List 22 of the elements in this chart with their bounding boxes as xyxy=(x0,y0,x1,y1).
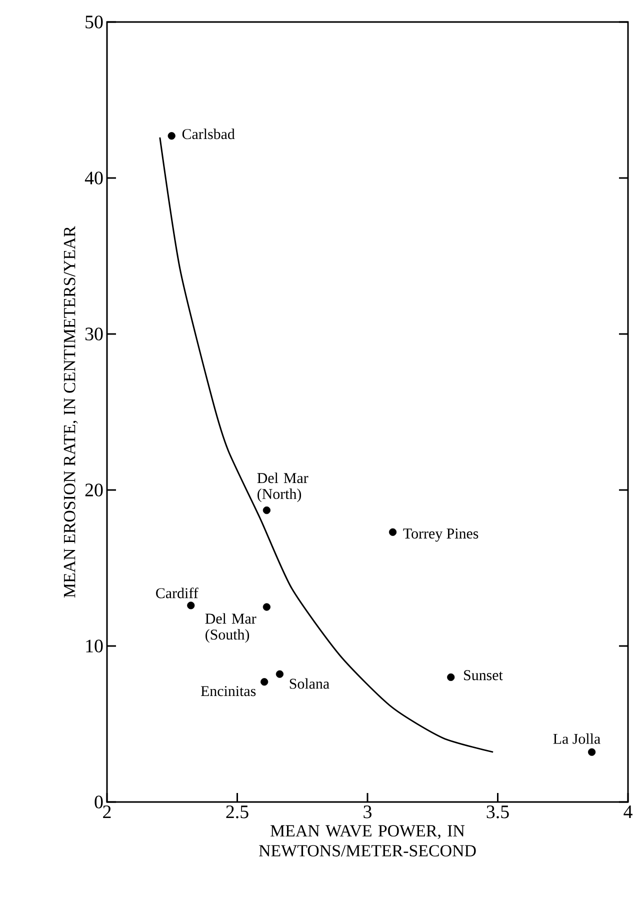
annotation: Carlsbad xyxy=(182,128,235,140)
y-tick-label: 50 xyxy=(86,16,103,28)
x-tick-label: 2.5 xyxy=(226,806,248,818)
x-tick-label: 3.5 xyxy=(486,806,509,818)
x-axis-title: MEAN WAVE POWER, IN NEWTONS/METER-SECOND xyxy=(259,825,476,857)
annotation: Cardiff xyxy=(156,588,198,598)
annotation: La Jolla xyxy=(553,733,600,744)
annotation: Del Mar (South) xyxy=(205,613,256,643)
y-tick-label: 30 xyxy=(85,328,103,340)
annotation: Sunset xyxy=(464,670,503,680)
y-tick-label: 10 xyxy=(86,640,103,652)
x-tick-label: 2 xyxy=(103,806,111,818)
annotation: Del Mar (North) xyxy=(257,472,308,502)
annotation: Torrey Pines xyxy=(403,528,478,542)
x-tick-label: 3 xyxy=(364,806,372,818)
y-tick-label: 20 xyxy=(85,484,103,496)
x-tick-label: 4 xyxy=(624,806,632,818)
y-tick-label: 0 xyxy=(94,796,103,808)
annotation: Solana xyxy=(290,678,330,689)
y-tick-label: 40 xyxy=(84,172,103,184)
y-axis-title: MEAN EROSION RATE, IN CENTIMETERS/YEAR xyxy=(64,226,78,598)
annotation: Encinitas xyxy=(200,686,256,696)
